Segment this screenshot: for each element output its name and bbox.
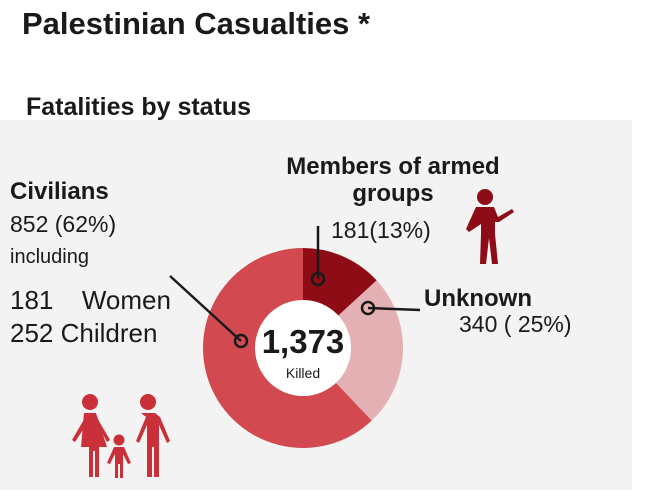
slice-unknown	[303, 280, 403, 421]
women-label: Women	[81, 285, 171, 315]
page-title: Palestinian Casualties *	[22, 6, 371, 41]
armed-label-line-1: Members of armed	[286, 153, 500, 180]
total-label: Killed	[285, 365, 321, 381]
leader-civilians	[169, 275, 242, 342]
children-label: Children	[60, 318, 158, 348]
children-count: 252	[10, 318, 54, 348]
women-row: 181 Women	[10, 285, 171, 316]
family-icon	[72, 394, 170, 478]
children-row: 252 Children	[10, 318, 157, 349]
unknown-label: Unknown	[424, 285, 532, 312]
armed-label-line-2: groups	[352, 180, 434, 207]
armed-value: 181(13%)	[331, 217, 431, 243]
chart-subtitle: Fatalities by status	[26, 93, 252, 121]
leader-civilians-marker	[233, 333, 249, 349]
leader-unknown	[367, 306, 421, 312]
leader-armed-groups-marker	[310, 271, 326, 287]
total-value: 1,373	[261, 323, 345, 360]
civilians-including: including	[10, 246, 89, 268]
leader-unknown-marker	[360, 300, 376, 316]
women-count: 181	[10, 285, 54, 315]
civilians-label: Civilians	[10, 178, 109, 205]
armed-label: Members of armed groups	[266, 153, 520, 207]
civilians-value: 852 (62%)	[10, 211, 117, 237]
donut-hole	[255, 300, 351, 396]
unknown-value: 340 ( 25%)	[459, 311, 572, 337]
soldier-icon	[466, 189, 514, 264]
